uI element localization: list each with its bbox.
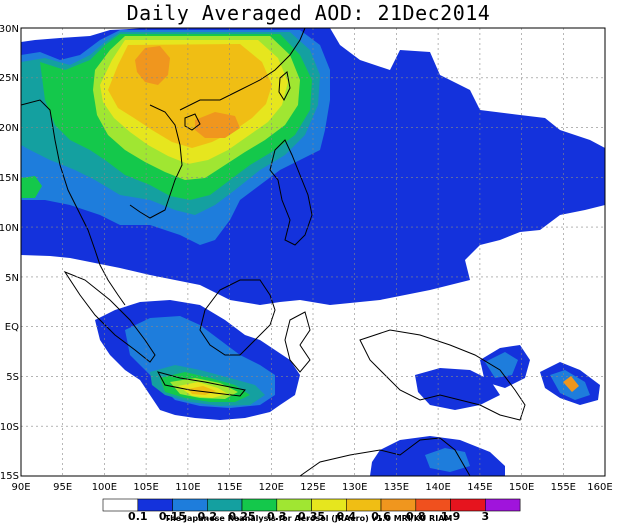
x-tick-label: 110E [175, 482, 200, 493]
aod-region-0.15-0.2 [425, 448, 470, 472]
y-axis-labels: 30N 25N 20N 15N 10N 5N EQ 5S 10S 15S [0, 24, 19, 482]
y-tick-label: 15N [0, 173, 19, 184]
borneo [199, 279, 276, 356]
x-tick-label: 100E [92, 482, 117, 493]
y-tick-label: 25N [0, 73, 19, 84]
colorbar-tick-label: 3 [481, 510, 489, 523]
colorbar-tick-label: 0.15 [159, 510, 186, 523]
australia-north [299, 437, 471, 477]
java [157, 371, 246, 397]
sumatra [63, 270, 156, 363]
x-axis-labels: 90E 95E 100E 105E 110E 115E 120E 125E 13… [11, 482, 612, 493]
y-tick-label: 5S [6, 372, 19, 383]
plot-frame [20, 27, 606, 477]
y-tick-label: 10S [0, 422, 19, 433]
aod-region-0.6-0.8 [195, 112, 240, 138]
x-tick-label: 90E [11, 482, 30, 493]
x-tick-label: 115E [217, 482, 242, 493]
x-tick-label: 150E [509, 482, 534, 493]
x-tick-label: 105E [133, 482, 158, 493]
colorbar [102, 498, 521, 512]
colorbar-tick-label: 0.8 [406, 510, 426, 523]
y-tick-label: EQ [5, 322, 19, 333]
x-tick-label: 140E [425, 482, 450, 493]
aod-region-0.25-0.3 [21, 176, 42, 198]
mainland-coast [129, 104, 183, 219]
philippines [269, 139, 313, 246]
colorbar-tick-label: 0.4 [337, 510, 357, 523]
mainland-coast [20, 99, 126, 306]
aod-region-0.6-0.8 [563, 376, 579, 392]
x-tick-label: 145E [467, 482, 492, 493]
y-tick-label: 5N [5, 273, 19, 284]
aod-region-0.1-0.15 [415, 368, 500, 410]
gridlines [21, 28, 605, 476]
new-guinea [359, 329, 526, 421]
hainan-island [184, 113, 201, 131]
colorbar-tick-label: 0.6 [371, 510, 391, 523]
x-tick-label: 160E [587, 482, 612, 493]
x-tick-label: 120E [259, 482, 284, 493]
aod-region-0.6-0.8 [135, 46, 170, 85]
colorbar-tick-label: 0.1 [128, 510, 148, 523]
x-tick-label: 155E [551, 482, 576, 493]
y-tick-label: 15S [0, 471, 19, 482]
colorbar-tick-label: 1.9 [441, 510, 461, 523]
colorbar-tick-label: 0.3 [267, 510, 287, 523]
x-tick-label: 125E [300, 482, 325, 493]
y-tick-label: 20N [0, 123, 19, 134]
colorbar-labels: 0.1 0.15 0.2 0.25 0.3 0.35 0.4 0.6 0.8 1.9 3 [128, 510, 489, 523]
taiwan-island [278, 71, 291, 102]
colorbar-tick-label: 0.35 [298, 510, 325, 523]
coastlines [20, 27, 526, 477]
colorbar-tick-label: 0.25 [228, 510, 255, 523]
colorbar-tick-label: 0.2 [198, 510, 218, 523]
sulawesi [284, 311, 311, 373]
y-tick-label: 30N [0, 24, 19, 35]
x-tick-label: 130E [342, 482, 367, 493]
x-tick-label: 95E [53, 482, 72, 493]
aod-region-0.15-0.2 [485, 352, 518, 378]
map-title: Daily Averaged AOD: 21Dec2014 [126, 1, 491, 25]
china-coast [179, 27, 306, 111]
colorbar-swatch [484, 498, 521, 512]
y-tick-label: 10N [0, 223, 19, 234]
credit-line: The Japanese Reanalysis for Aerosol (JRA… [164, 514, 453, 523]
x-tick-label: 135E [384, 482, 409, 493]
